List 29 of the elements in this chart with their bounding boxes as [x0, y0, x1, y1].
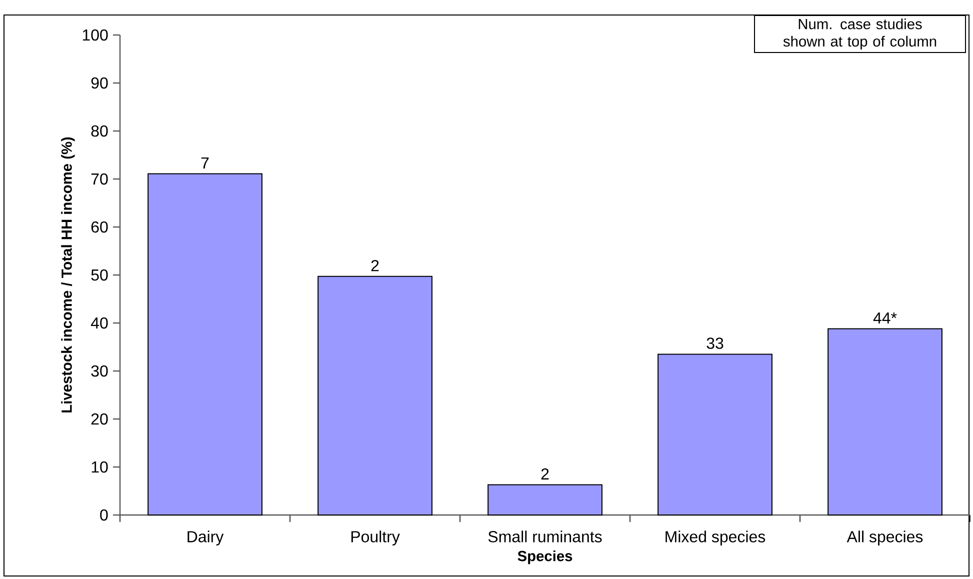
bar: [488, 484, 602, 516]
annotation: 2: [371, 260, 379, 272]
y-tick-label: 50: [91, 269, 108, 281]
bar: [828, 328, 942, 516]
y-tick-label: 20: [91, 413, 108, 425]
annotation: 44*: [873, 312, 897, 324]
y-tick-label: 10: [92, 461, 108, 473]
y-axis-title: Livestock income / Total HH income (%): [61, 137, 75, 412]
bar: [318, 276, 432, 516]
x-tick-label: Poultry: [351, 530, 400, 546]
annotation: 7: [201, 157, 209, 168]
annotation: 2: [541, 468, 549, 480]
y-tick-label: 100: [82, 29, 108, 41]
y-tick-label: 30: [91, 365, 108, 377]
x-tick-label: Mixed species: [666, 530, 766, 546]
y-tick-label: 80: [91, 125, 108, 137]
y-tick-label: 60: [91, 221, 108, 233]
x-tick-label: Small ruminants: [488, 530, 602, 542]
bar: [658, 354, 772, 516]
y-tick-label: 40: [90, 317, 108, 329]
x-tick-label: Dairy: [188, 530, 224, 546]
annotation: 33: [706, 338, 724, 349]
y-tick-label: 0: [100, 509, 108, 521]
annotation: Num. case studies shown at top of column: [783, 18, 936, 50]
y-tick-label: 70: [91, 173, 108, 185]
bar: [148, 173, 262, 516]
x-axis-title: Species: [518, 550, 572, 564]
y-tick-label: 90: [91, 77, 108, 89]
x-tick-label: All species: [846, 530, 923, 546]
